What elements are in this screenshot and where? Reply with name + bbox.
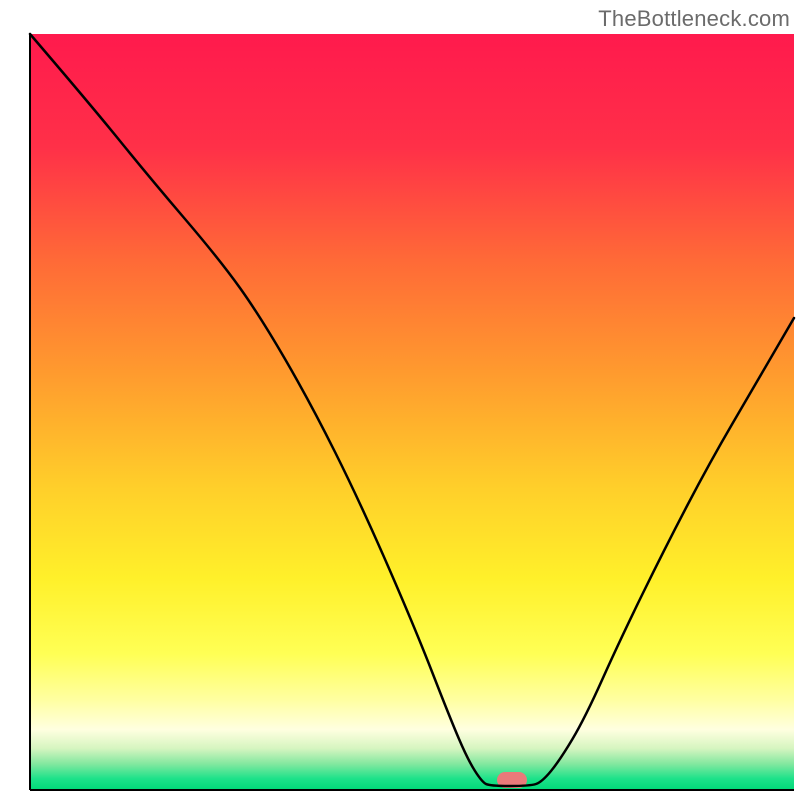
chart-container: TheBottleneck.com [0,0,800,800]
plot-gradient-background [30,34,794,790]
watermark-label: TheBottleneck.com [598,6,790,32]
bottleneck-chart [0,0,800,800]
